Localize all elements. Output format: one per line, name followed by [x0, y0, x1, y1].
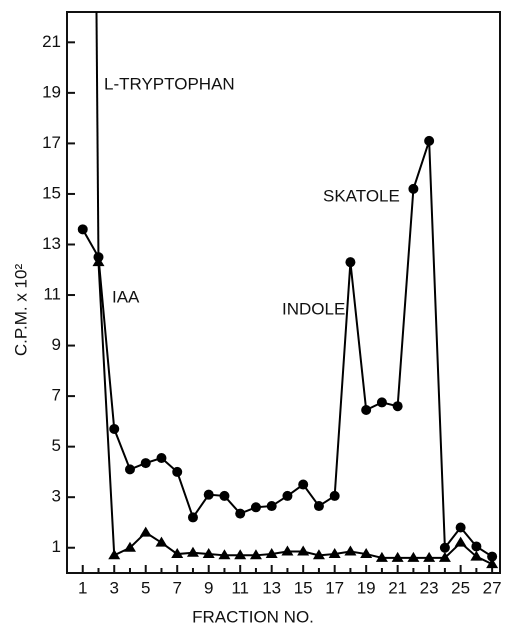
- point: [424, 135, 435, 146]
- point: [186, 546, 199, 557]
- y-axis-label: C.P.M. x 10²: [11, 264, 30, 357]
- x-tick-label: 11: [231, 578, 249, 597]
- point: [139, 526, 152, 537]
- point: [470, 550, 483, 561]
- y-tick-label: 19: [42, 82, 61, 101]
- point: [375, 551, 388, 562]
- point: [219, 490, 230, 501]
- point: [92, 256, 105, 267]
- point: [344, 545, 357, 556]
- point: [156, 453, 167, 464]
- point: [140, 458, 151, 469]
- point: [187, 512, 198, 523]
- point: [155, 536, 168, 547]
- x-tick-label: 13: [262, 578, 281, 597]
- point: [345, 257, 356, 268]
- point: [218, 549, 231, 560]
- x-tick-label: 3: [110, 578, 119, 597]
- point: [487, 551, 498, 562]
- point: [438, 551, 451, 562]
- point: [109, 423, 120, 434]
- point: [202, 548, 215, 559]
- y-tick-label: 3: [52, 487, 61, 506]
- x-tick-label: 23: [420, 578, 439, 597]
- point: [455, 522, 466, 533]
- y-tick-label: 15: [42, 183, 61, 202]
- point: [298, 479, 309, 490]
- point: [312, 549, 325, 560]
- off-scale-peak: [95, 11, 100, 263]
- x-tick-label: 17: [325, 578, 344, 597]
- y-tick-label: 11: [43, 285, 61, 304]
- y-tick-label: 17: [42, 133, 61, 152]
- x-tick-label: 9: [204, 578, 213, 597]
- point: [454, 536, 467, 547]
- x-tick-label: 15: [294, 578, 313, 597]
- point: [171, 548, 184, 559]
- point: [282, 490, 293, 501]
- point: [392, 401, 403, 412]
- point: [123, 541, 136, 552]
- point: [249, 549, 262, 560]
- point: [108, 549, 121, 560]
- x-tick-label: 7: [172, 578, 181, 597]
- point: [235, 508, 246, 519]
- x-tick-label: 19: [357, 578, 376, 597]
- x-axis-label: FRACTION NO.: [192, 607, 314, 626]
- point: [408, 183, 419, 194]
- point: [361, 405, 372, 416]
- point: [423, 551, 436, 562]
- point: [172, 466, 183, 477]
- y-tick-label: 21: [42, 32, 61, 51]
- point: [329, 490, 340, 501]
- annotation: SKATOLE: [323, 186, 400, 205]
- point: [77, 224, 88, 235]
- x-tick-label: 25: [451, 578, 470, 597]
- point: [203, 489, 214, 500]
- y-tick-label: 7: [52, 386, 61, 405]
- x-tick-label: 27: [483, 578, 502, 597]
- x-tick-label: 1: [78, 578, 87, 597]
- point: [486, 558, 499, 569]
- y-tick-label: 9: [52, 335, 61, 354]
- point: [124, 464, 135, 475]
- point: [313, 501, 324, 512]
- point: [328, 548, 341, 559]
- annotation: INDOLE: [282, 299, 345, 318]
- y-tick-label: 5: [52, 436, 61, 455]
- point: [297, 545, 310, 556]
- point: [471, 541, 482, 552]
- x-tick-label: 5: [141, 578, 150, 597]
- point: [265, 548, 278, 559]
- annotation: IAA: [112, 287, 140, 306]
- point: [376, 397, 387, 408]
- point: [360, 548, 373, 559]
- point: [391, 551, 404, 562]
- point: [281, 545, 294, 556]
- x-tick-label: 21: [388, 578, 407, 597]
- point: [266, 501, 277, 512]
- point: [234, 549, 247, 560]
- point: [250, 502, 261, 513]
- annotation: L-TRYPTOPHAN: [104, 74, 235, 93]
- y-tick-label: 1: [52, 537, 61, 556]
- y-tick-label: 13: [42, 234, 61, 253]
- point: [407, 551, 420, 562]
- point: [439, 542, 450, 553]
- plot-frame: [66, 11, 501, 574]
